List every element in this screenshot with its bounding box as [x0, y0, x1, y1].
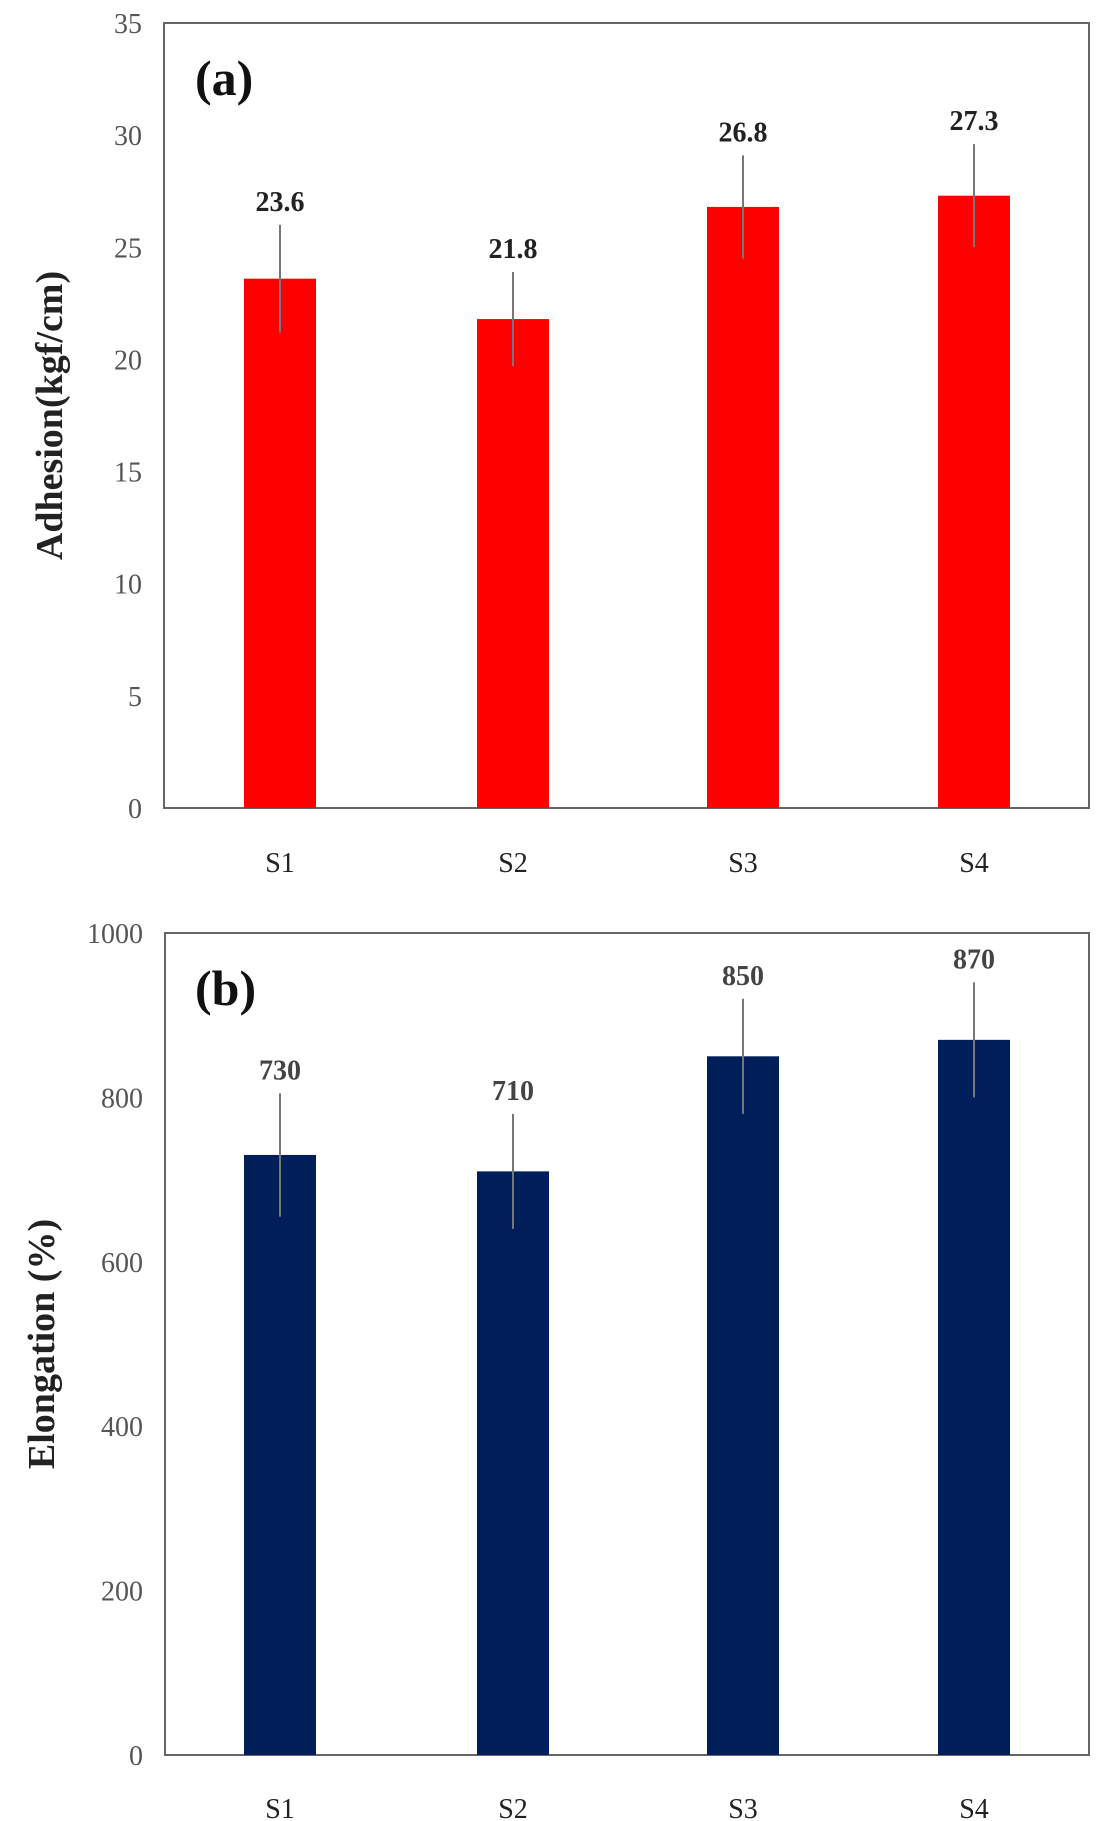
y-tick-label: 0 [129, 1741, 143, 1772]
bar-s4 [938, 195, 1010, 808]
y-axis-label: Adhesion(kgf/cm) [29, 271, 71, 560]
bar-s4 [938, 1039, 1010, 1755]
x-tick-label: S4 [959, 1794, 989, 1821]
data-label: 870 [953, 944, 995, 975]
panel-label: (b) [195, 960, 256, 1016]
panel-label: (a) [195, 50, 253, 106]
chart-panel-b: 0 200 400 600 800 1000 Elongation (%) (b) 730 S1 7… [21, 919, 1090, 1821]
x-tick-label: S1 [265, 848, 295, 879]
x-tick-label: S4 [959, 848, 989, 879]
data-label: 21.8 [489, 234, 538, 265]
y-tick-label: 15 [114, 458, 142, 489]
y-tick-label: 200 [101, 1577, 143, 1608]
y-tick-label: 5 [128, 682, 142, 713]
y-tick-label: 400 [101, 1412, 143, 1443]
bar-s2 [477, 319, 549, 808]
x-tick-label: S2 [498, 848, 528, 879]
y-tick-label: 10 [114, 570, 142, 601]
y-tick-label: 1000 [87, 919, 143, 950]
plot-frame [163, 22, 1090, 809]
data-label: 710 [492, 1076, 534, 1107]
y-axis-label: Elongation (%) [21, 1219, 63, 1469]
bar-s3 [707, 1056, 779, 1755]
bar-s1 [244, 1154, 316, 1755]
bar-s1 [244, 278, 316, 809]
y-tick-label: 800 [101, 1083, 143, 1114]
data-label: 27.3 [950, 106, 999, 137]
x-tick-label: S2 [498, 1794, 528, 1821]
data-label: 850 [722, 961, 764, 992]
y-tick-label: 600 [101, 1248, 143, 1279]
data-label: 730 [259, 1055, 301, 1086]
x-tick-label: S3 [728, 1794, 758, 1821]
plot-frame [164, 932, 1090, 1756]
data-label: 23.6 [256, 187, 305, 218]
bar-s3 [707, 206, 779, 808]
y-tick-label: 25 [114, 233, 142, 264]
y-tick-label: 30 [114, 121, 142, 152]
x-tick-label: S1 [265, 1794, 295, 1821]
data-label: 26.8 [719, 117, 768, 148]
y-tick-label: 35 [114, 9, 142, 40]
y-tick-label: 20 [114, 345, 142, 376]
y-tick-label: 0 [128, 794, 142, 825]
bar-s2 [477, 1171, 549, 1755]
x-tick-label: S3 [728, 848, 758, 879]
chart-panel-a: 0 5 10 15 20 25 30 35 Adhesion(kgf/cm) (a) 23.6 S1 2… [29, 9, 1090, 879]
